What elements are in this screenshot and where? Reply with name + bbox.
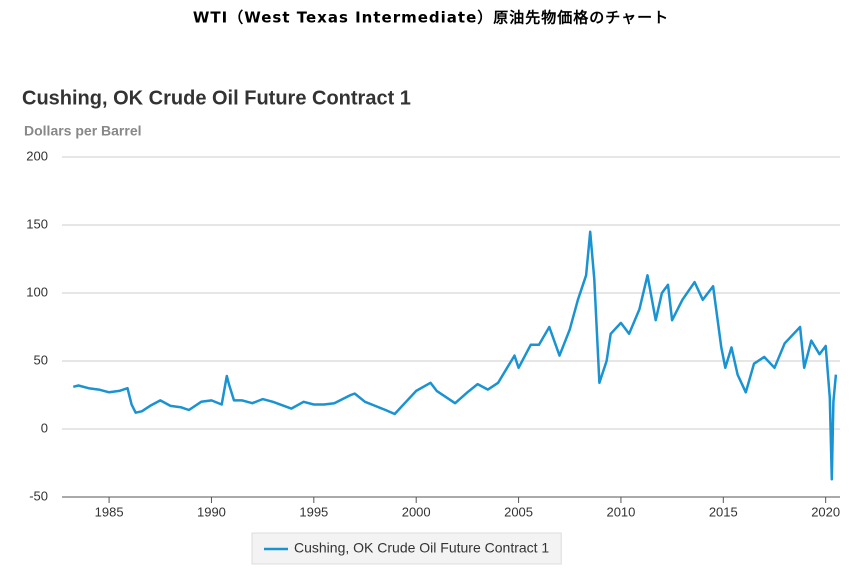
caption: WTI（West Texas Intermediate）原油先物価格のチャート (193, 9, 669, 27)
x-tick-label: 2020 (811, 504, 840, 519)
x-tick-label: 1990 (197, 504, 226, 519)
x-tick-label: 2010 (606, 504, 635, 519)
legend-box (251, 532, 562, 565)
y-tick-label: 200 (26, 148, 48, 163)
x-tick-label: 1985 (95, 504, 124, 519)
x-tick-label: 2015 (709, 504, 738, 519)
y-tick-label: 0 (41, 420, 48, 435)
y-tick-label: 100 (26, 284, 48, 299)
legend-label: Cushing, OK Crude Oil Future Contract 1 (294, 540, 549, 556)
legend: Cushing, OK Crude Oil Future Contract 1 (251, 532, 562, 565)
x-tick-label: 2005 (504, 504, 533, 519)
y-tick-label: 150 (26, 216, 48, 231)
y-tick-label: 50 (34, 352, 48, 367)
y-axis-label: Dollars per Barrel (24, 123, 142, 139)
y-tick-label: -50 (29, 488, 48, 503)
x-tick-label: 1995 (299, 504, 328, 519)
x-tick-label: 2000 (402, 504, 431, 519)
data-line (72, 230, 838, 481)
chart-title: Cushing, OK Crude Oil Future Contract 1 (22, 87, 411, 109)
